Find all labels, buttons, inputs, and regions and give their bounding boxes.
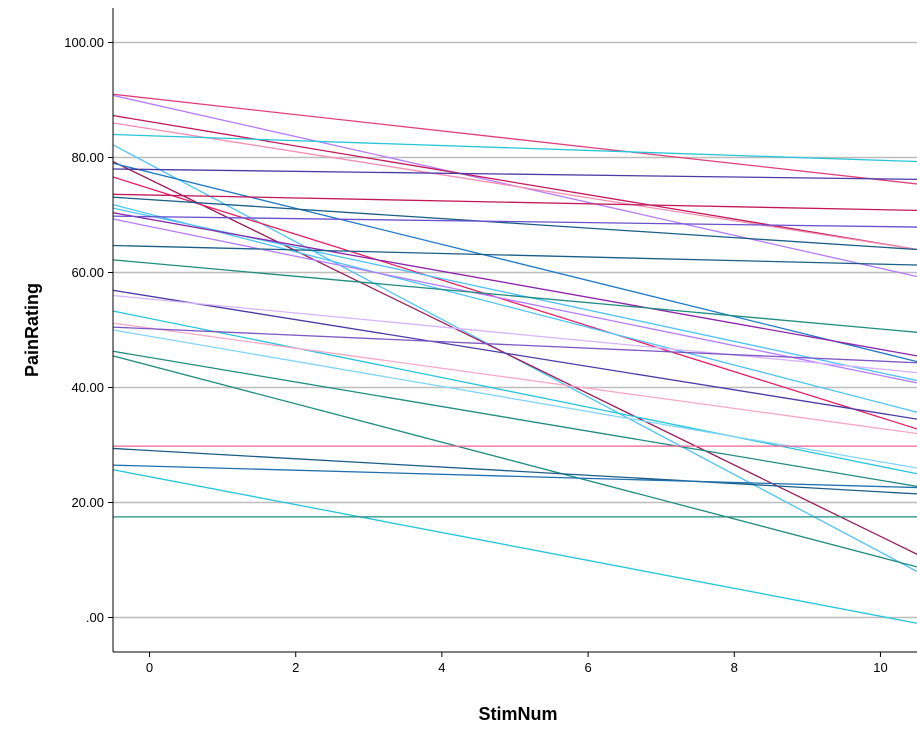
series-line	[112, 168, 917, 180]
series-line	[112, 114, 917, 251]
series-line	[112, 322, 917, 435]
gridlines	[113, 41, 917, 619]
y-tick-label: .00	[86, 610, 104, 625]
y-tick-label: 80.00	[71, 150, 104, 165]
series-lines	[112, 93, 917, 624]
y-tick-label: 60.00	[71, 265, 104, 280]
tick-labels: .00 20.00 40.00 60.00 80.00 100.00 0 2 4 6 8 10	[64, 35, 887, 675]
x-tick-label: 2	[292, 660, 299, 675]
series-line	[112, 294, 917, 374]
series-line	[112, 162, 917, 363]
series-line	[112, 176, 917, 430]
series-line	[112, 218, 917, 384]
series-line	[112, 355, 917, 568]
series-line	[112, 193, 917, 212]
y-axis-title: PainRating	[22, 283, 42, 377]
x-tick-label: 8	[731, 660, 738, 675]
series-line	[112, 244, 917, 266]
series-line	[112, 350, 917, 488]
series-line	[112, 326, 917, 364]
x-axis-title: StimNum	[478, 704, 557, 724]
series-line	[112, 329, 917, 469]
series-line	[112, 469, 917, 624]
series-line	[112, 160, 917, 555]
x-tick-label: 4	[438, 660, 445, 675]
series-line	[112, 212, 917, 357]
y-tick-label: 40.00	[71, 380, 104, 395]
x-tick-label: 0	[146, 660, 153, 675]
series-line	[112, 133, 917, 163]
series-line	[112, 196, 917, 251]
series-line	[112, 93, 917, 185]
y-tick-label: 100.00	[64, 35, 104, 50]
axes	[112, 8, 917, 653]
x-tick-label: 10	[873, 660, 887, 675]
series-line	[112, 447, 917, 495]
y-tick-label: 20.00	[71, 495, 104, 510]
series-line	[112, 204, 917, 413]
series-line	[112, 215, 917, 228]
series-line	[112, 310, 917, 475]
series-line	[112, 259, 917, 333]
x-tick-label: 6	[584, 660, 591, 675]
series-line	[112, 122, 917, 251]
series-line	[112, 464, 917, 489]
series-line	[112, 289, 917, 420]
